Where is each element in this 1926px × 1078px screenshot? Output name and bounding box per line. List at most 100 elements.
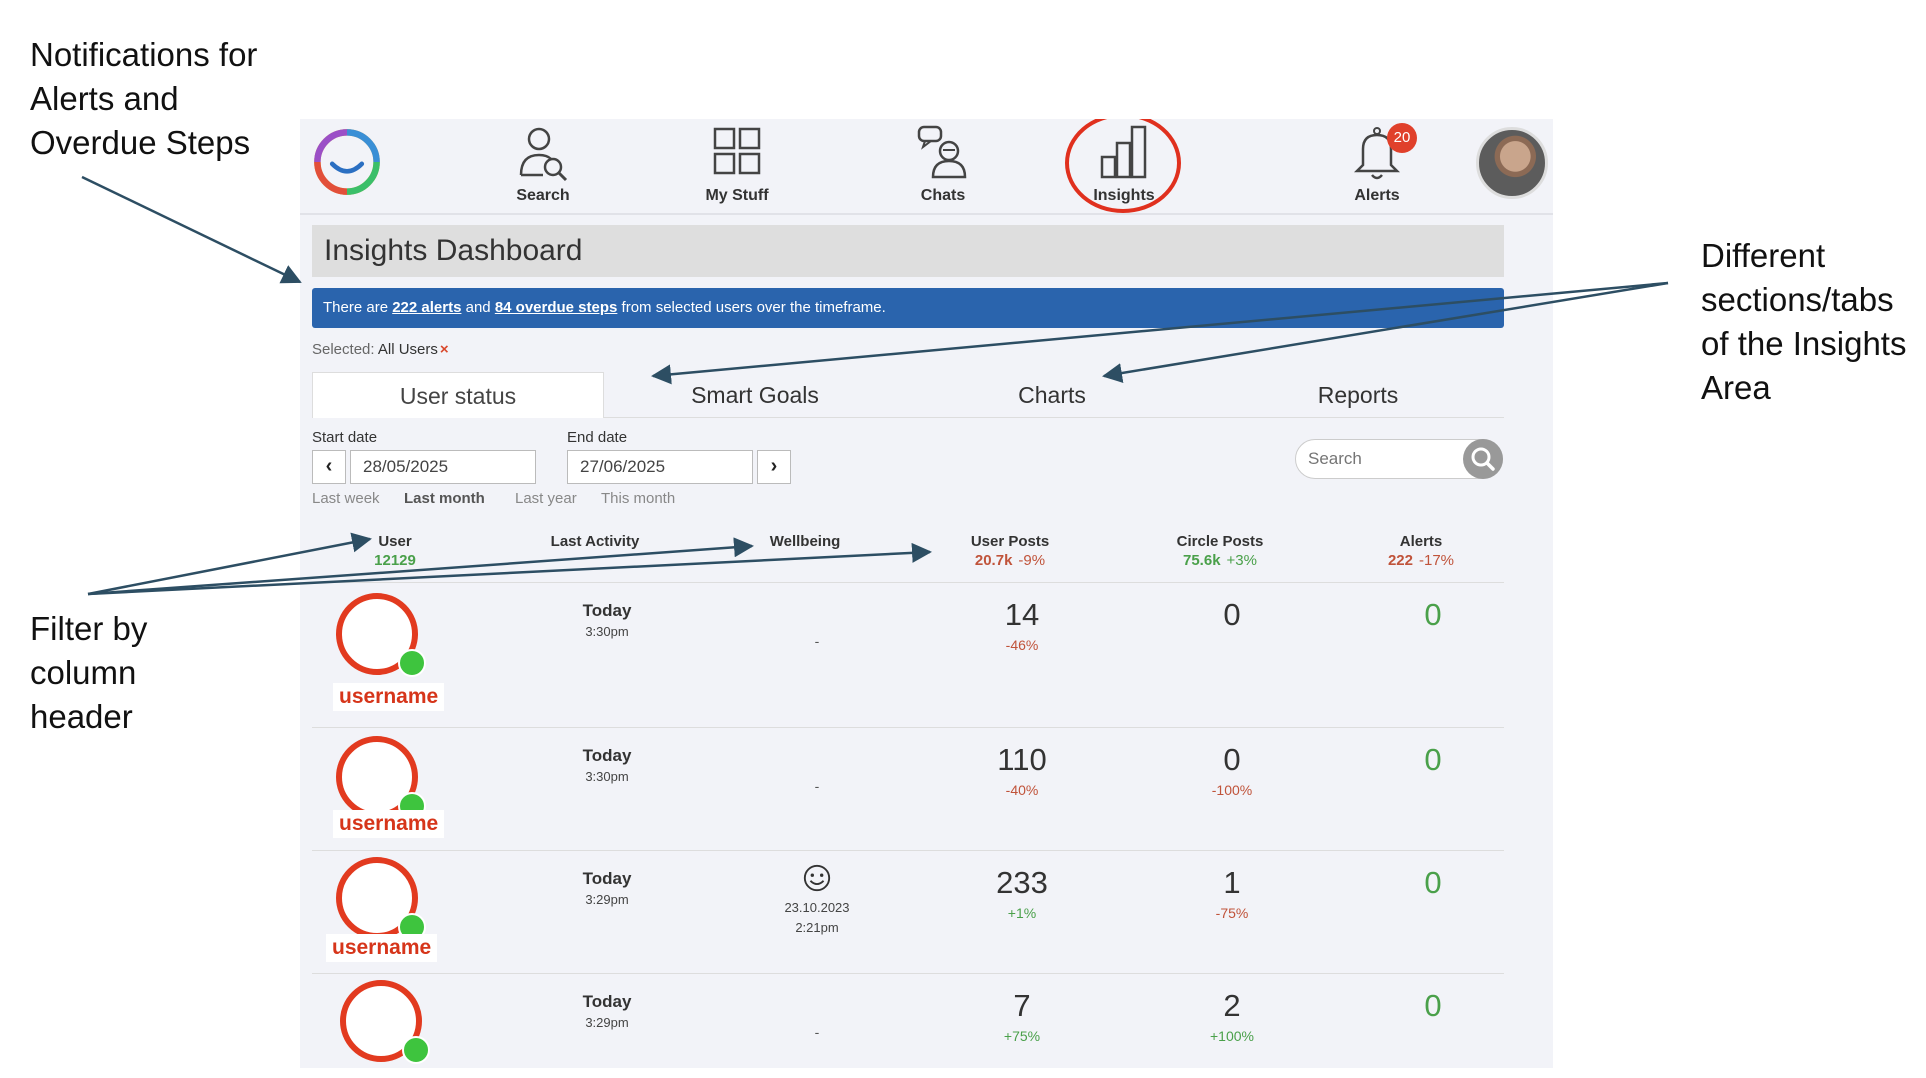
search-button[interactable] bbox=[1463, 439, 1503, 479]
circle-posts-cell[interactable]: 0 -100% bbox=[1162, 742, 1302, 798]
circle-posts-cell[interactable]: 0 bbox=[1162, 597, 1302, 637]
col-alerts-total: 222 bbox=[1387, 552, 1413, 569]
alerts-link[interactable]: 222 alerts bbox=[392, 299, 462, 316]
alerts-value[interactable]: 0 bbox=[1424, 597, 1442, 632]
tab-smart-goals[interactable]: Smart Goals bbox=[691, 382, 819, 408]
user-posts-change: +75% bbox=[1003, 1028, 1041, 1044]
page-title-bar: Insights Dashboard bbox=[312, 225, 1504, 277]
insights-tabs: User status Smart Goals Charts Reports bbox=[312, 372, 1504, 418]
user-posts-cell[interactable]: 7 +75% bbox=[952, 988, 1092, 1044]
quick-last-week[interactable]: Last week bbox=[312, 490, 380, 507]
user-posts-cell[interactable]: 233 +1% bbox=[952, 865, 1092, 921]
start-date-input[interactable]: 28/05/2025 bbox=[350, 450, 536, 484]
alerts-value[interactable]: 0 bbox=[1424, 742, 1442, 777]
col-last-activity-label: Last Activity bbox=[550, 533, 640, 550]
app-logo[interactable] bbox=[310, 125, 384, 199]
tab-charts[interactable]: Charts bbox=[1018, 382, 1086, 408]
nav-chats[interactable]: Chats bbox=[873, 119, 1013, 215]
end-date-label: End date bbox=[567, 429, 628, 446]
annotation-notifications: Notifications for Alerts and Overdue Ste… bbox=[30, 36, 258, 161]
table-row[interactable]: username Today 3:30pm - 14 -46% 0 0 bbox=[312, 582, 1504, 727]
start-date-label: Start date bbox=[312, 429, 378, 446]
remove-filter-icon[interactable]: × bbox=[439, 341, 449, 358]
col-user-posts[interactable]: User Posts 20.7k -9% bbox=[940, 533, 1080, 569]
user-posts-change: -46% bbox=[1005, 637, 1039, 653]
table-row[interactable]: username Today 3:29pm 23.10.2023 2:21pm … bbox=[312, 850, 1504, 973]
overdue-steps-link[interactable]: 84 overdue steps bbox=[494, 299, 618, 316]
next-date-button[interactable]: › bbox=[757, 450, 791, 484]
arrow-to-banner bbox=[81, 175, 302, 284]
username[interactable]: username bbox=[333, 810, 445, 838]
col-circle-posts-label: Circle Posts bbox=[1176, 533, 1264, 550]
quick-last-year[interactable]: Last year bbox=[515, 490, 577, 507]
last-activity-cell: Today 3:30pm bbox=[537, 601, 677, 639]
nav-alerts[interactable]: Alerts 20 bbox=[1307, 119, 1447, 215]
circle-posts-value: 0 bbox=[1223, 742, 1241, 777]
col-alerts[interactable]: Alerts 222 -17% bbox=[1351, 533, 1491, 569]
quick-this-month[interactable]: This month bbox=[601, 490, 676, 507]
user-posts-value: 233 bbox=[996, 865, 1048, 900]
activity-time: 3:30pm bbox=[585, 769, 629, 784]
selected-label: Selected: bbox=[312, 341, 375, 358]
user-posts-cell[interactable]: 110 -40% bbox=[952, 742, 1092, 798]
chat-icon bbox=[917, 125, 967, 179]
col-wellbeing[interactable]: Wellbeing bbox=[745, 533, 865, 550]
user-posts-value: 110 bbox=[997, 742, 1047, 777]
wellbeing-cell: - bbox=[814, 633, 820, 649]
user-avatar[interactable] bbox=[336, 857, 432, 953]
alerts-value[interactable]: 0 bbox=[1424, 988, 1442, 1023]
circle-posts-change: -100% bbox=[1211, 782, 1253, 798]
col-user-posts-total: 20.7k bbox=[974, 552, 1013, 569]
nav-my-stuff[interactable]: My Stuff bbox=[667, 119, 807, 215]
tab-user-status[interactable]: User status bbox=[312, 372, 604, 418]
col-user-label: User bbox=[378, 533, 412, 550]
selected-filter: Selected: All Users × bbox=[312, 341, 449, 358]
online-status-dot bbox=[402, 1036, 430, 1064]
alerts-count-badge: 20 bbox=[1387, 123, 1417, 153]
prev-date-button[interactable]: ‹ bbox=[312, 450, 346, 484]
activity-time: 3:29pm bbox=[585, 1015, 629, 1030]
banner-suffix: from selected users over the timeframe. bbox=[617, 299, 886, 316]
user-posts-value: 7 bbox=[1013, 988, 1031, 1023]
col-circle-posts[interactable]: Circle Posts 75.6k +3% bbox=[1150, 533, 1290, 569]
col-circle-posts-total: 75.6k bbox=[1183, 552, 1221, 569]
user-posts-cell[interactable]: 14 -46% bbox=[952, 597, 1092, 653]
nav-search[interactable]: Search bbox=[473, 119, 613, 215]
username[interactable]: username bbox=[326, 934, 438, 962]
user-posts-value: 14 bbox=[1004, 597, 1040, 632]
circle-posts-value: 2 bbox=[1223, 988, 1241, 1023]
circle-posts-cell[interactable]: 2 +100% bbox=[1162, 988, 1302, 1044]
search-user-icon bbox=[519, 127, 568, 182]
top-nav: Search My Stuff Chats bbox=[300, 119, 1553, 215]
user-avatar[interactable] bbox=[340, 980, 436, 1068]
user-avatar[interactable] bbox=[336, 593, 432, 689]
circle-posts-change: -75% bbox=[1215, 905, 1249, 921]
search-input[interactable] bbox=[1308, 446, 1448, 472]
quick-last-month[interactable]: Last month bbox=[404, 490, 485, 507]
username[interactable]: username bbox=[333, 683, 445, 711]
col-user-posts-change: -9% bbox=[1018, 552, 1046, 569]
search-box bbox=[1295, 439, 1503, 479]
table-row[interactable]: Today 3:29pm - 7 +75% 2 +100% 0 bbox=[312, 973, 1504, 1068]
activity-day: Today bbox=[582, 601, 632, 620]
nav-insights-label: Insights bbox=[1093, 187, 1155, 204]
tab-reports[interactable]: Reports bbox=[1317, 382, 1399, 408]
nav-search-label: Search bbox=[516, 187, 570, 204]
circle-posts-cell[interactable]: 1 -75% bbox=[1162, 865, 1302, 921]
col-last-activity[interactable]: Last Activity bbox=[525, 533, 665, 550]
banner-middle: and bbox=[461, 299, 495, 316]
end-date-input[interactable]: 27/06/2025 bbox=[567, 450, 753, 484]
circle-posts-value: 1 bbox=[1223, 865, 1241, 900]
wellbeing-cell[interactable]: 23.10.2023 2:21pm bbox=[757, 863, 877, 938]
col-wellbeing-label: Wellbeing bbox=[769, 533, 841, 550]
user-posts-change: -40% bbox=[1005, 782, 1039, 798]
activity-time: 3:29pm bbox=[585, 892, 629, 907]
table-row[interactable]: username Today 3:30pm - 110 -40% 0 -100%… bbox=[312, 727, 1504, 850]
grid-icon bbox=[713, 127, 761, 175]
last-activity-cell: Today 3:29pm bbox=[537, 869, 677, 907]
nav-insights[interactable]: Insights bbox=[1054, 119, 1194, 215]
alerts-value[interactable]: 0 bbox=[1424, 865, 1442, 900]
circle-posts-change: +100% bbox=[1210, 1028, 1254, 1044]
col-user[interactable]: User 12129 bbox=[335, 533, 455, 569]
profile-avatar[interactable] bbox=[1476, 127, 1548, 199]
